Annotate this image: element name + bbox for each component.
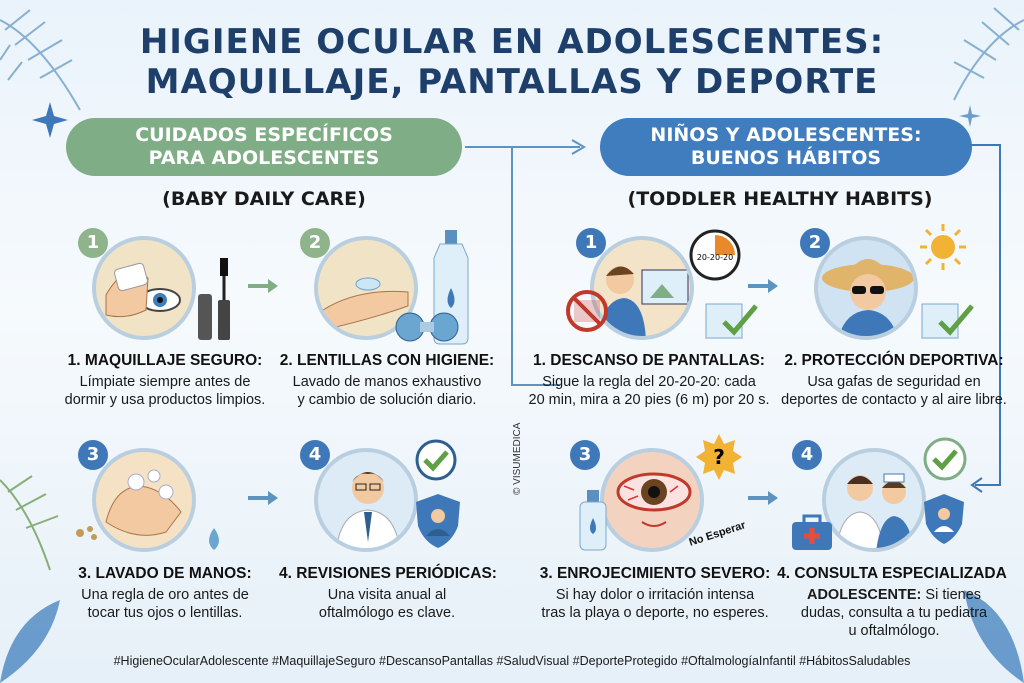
arrow-right-icon [248, 491, 278, 505]
connector-arrow-right [970, 144, 1001, 493]
item-title-continuation: ADOLESCENTE: [806, 587, 922, 603]
right-banner-line1: NIÑOS Y ADOLESCENTES: [650, 124, 922, 146]
leaf-decoration-bottom-right [964, 590, 1024, 683]
palm-leaf-decoration-top-right [953, 7, 1024, 101]
sports-protection-illustration [814, 236, 918, 340]
clock-label: 20-20-20 [697, 253, 733, 262]
sun-icon [920, 224, 966, 270]
item-title: 4. REVISIONES PERIÓDICAS: [279, 565, 497, 582]
left-subtitle: (BABY DAILY CARE) [162, 188, 366, 210]
step-badge: 1 [576, 228, 606, 258]
item-text: ADOLESCENTE: Si tienes dudas, consulta a… [800, 587, 988, 639]
item-text: Lavado de manos exhaustivo y cambio de so… [292, 374, 482, 408]
checkmark-icon [921, 303, 974, 339]
right-section-banner: NIÑOS Y ADOLESCENTES: BUENOS HÁBITOS [600, 118, 972, 176]
leaf-decoration-bottom-left [0, 600, 60, 683]
palm-leaf-decoration-top-left [0, 9, 81, 111]
watermark: © VISUMEDICA [512, 422, 523, 495]
red-eye-illustration [600, 448, 704, 552]
makeup-illustration [92, 236, 196, 340]
question-sun-icon: ? [696, 434, 742, 480]
step-badge: 1 [78, 228, 108, 258]
step-badge: 3 [78, 440, 108, 470]
step-badge: 2 [300, 228, 330, 258]
screen-break-illustration [590, 236, 694, 340]
page-title-line2: MAQUILLAJE, PANTALLAS Y DEPORTE [145, 62, 879, 102]
handwashing-illustration [92, 448, 196, 552]
item-text: Si hay dolor o irritación intensa tras la… [541, 587, 769, 621]
first-aid-kit-icon [792, 514, 832, 550]
item-title: 2. LENTILLAS CON HIGIENE: [279, 352, 495, 369]
item-title: 2. PROTECCIÓN DEPORTIVA: [784, 352, 1004, 369]
item-text: Sigue la regla del 20-20-20: cada 20 min,… [528, 374, 770, 408]
clock-icon: 20-20-20 [689, 229, 741, 281]
left-section-banner: CUIDADOS ESPECÍFICOS PARA ADOLESCENTES [66, 118, 462, 176]
sparkle-icon [959, 105, 981, 127]
left-banner-line1: CUIDADOS ESPECÍFICOS [135, 124, 393, 146]
step-badge: 3 [570, 440, 600, 470]
no-device-icon [566, 290, 608, 332]
hashtags: #HigieneOcularAdolescente #MaquillajeSeg… [113, 654, 911, 668]
item-text: Límpiate siempre antes de dormir y usa pr… [64, 374, 266, 408]
item-text: Usa gafas de seguridad en deportes de con… [781, 374, 1007, 408]
connector-arrow [465, 139, 586, 386]
checkmark-icon [923, 437, 967, 481]
item-title: 3. LAVADO DE MANOS: [78, 565, 252, 582]
step-badge: 4 [300, 440, 330, 470]
right-subtitle: (TODDLER HEALTHY HABITS) [627, 188, 933, 210]
palm-leaf-decoration-left [0, 475, 59, 571]
shield-icon [416, 494, 460, 548]
lens-case-icon [395, 312, 459, 342]
water-drop-icon [209, 528, 219, 550]
sparkle-icon [32, 102, 68, 138]
mascara-icon [198, 258, 230, 340]
shield-icon [924, 494, 964, 544]
item-title: 1. MAQUILLAJE SEGURO: [67, 352, 263, 369]
item-title: 3. ENROJECIMIENTO SEVERO: [539, 565, 771, 582]
arrow-right-icon [248, 279, 278, 293]
item-title: 1. DESCANSO DE PANTALLAS: [533, 352, 765, 369]
doctor-illustration [314, 448, 418, 552]
item-text: Una regla de oro antes de tocar tus ojos … [81, 587, 249, 621]
right-banner-line2: BUENOS HÁBITOS [690, 147, 882, 169]
specialist-doctors-illustration [822, 448, 926, 552]
left-banner-line2: PARA ADOLESCENTES [148, 147, 380, 169]
arrow-right-icon [748, 491, 778, 505]
page-title-line1: HIGIENE OCULAR EN ADOLESCENTES: [139, 22, 885, 62]
checkmark-icon [415, 439, 457, 481]
eye-drops-icon [579, 490, 607, 551]
arrow-right-icon [748, 279, 778, 293]
step-badge: 4 [792, 440, 822, 470]
item-text: Una visita anual al oftalmólogo es clave. [318, 587, 456, 621]
step-badge: 2 [800, 228, 830, 258]
dirt-icon [76, 526, 97, 540]
svg-text:?: ? [713, 445, 725, 469]
checkmark-icon [705, 303, 758, 339]
item-title: 4. CONSULTA ESPECIALIZADA [777, 565, 1007, 582]
